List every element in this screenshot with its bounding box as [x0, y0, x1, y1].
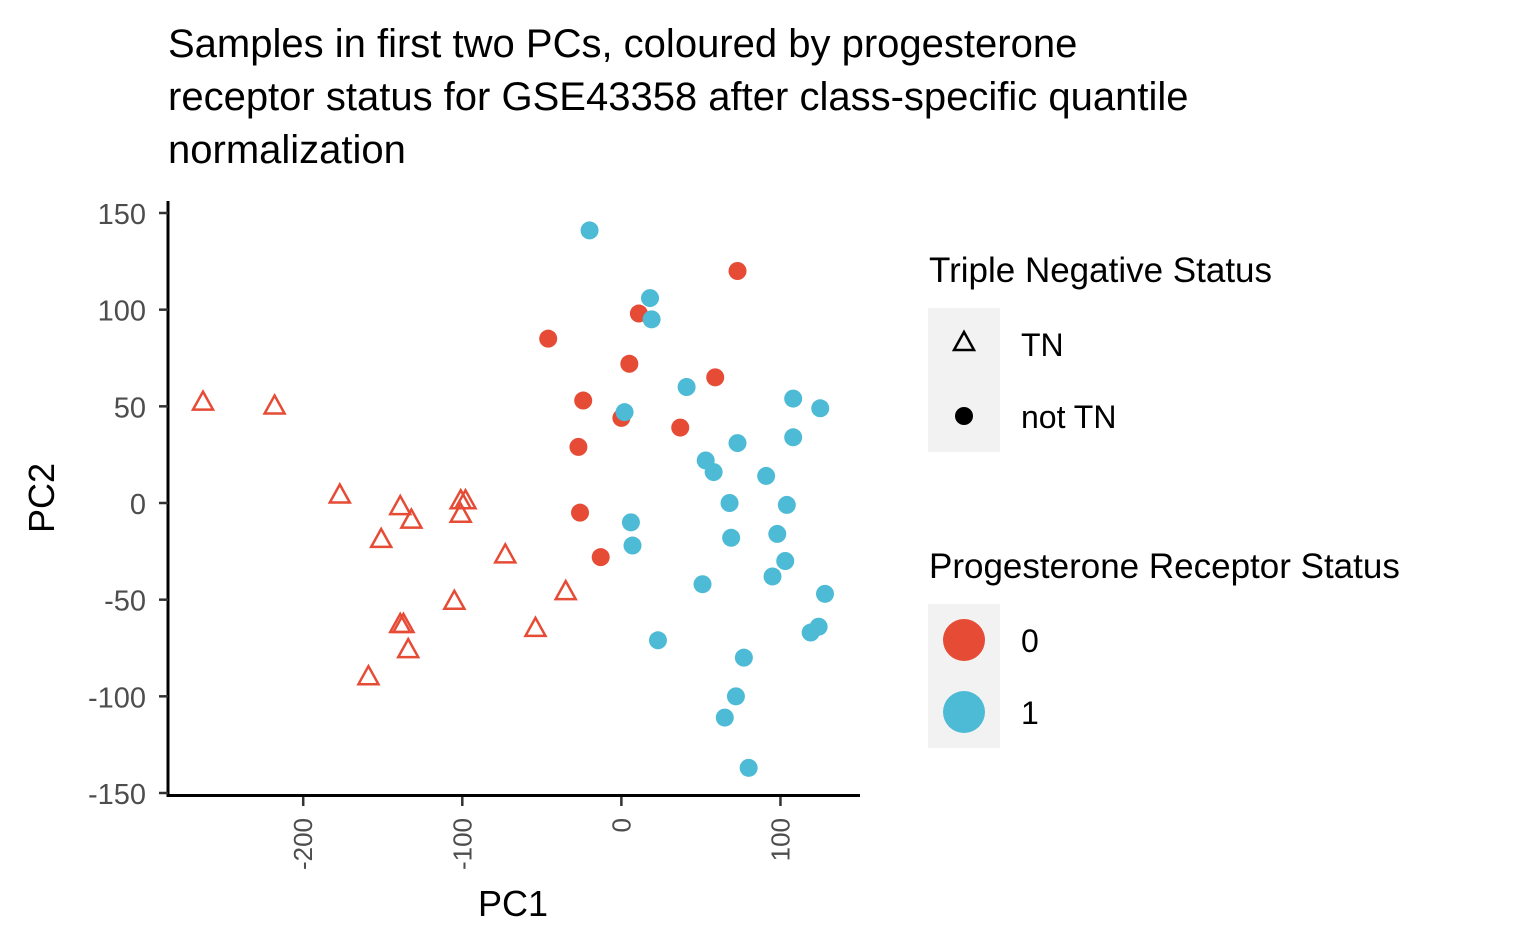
point-not-tn-pr0: [569, 437, 588, 456]
legend-triangle-key: [951, 329, 977, 352]
point-tn-pr0: [327, 481, 352, 504]
y-tick-label: -50: [104, 586, 146, 618]
point-tn-pr0: [262, 392, 287, 415]
point-not-tn-pr0: [591, 548, 610, 567]
x-tick-label: 100: [765, 818, 795, 861]
point-tn-pr0: [396, 636, 421, 659]
legend-color-title: Progesterone Receptor Status: [929, 547, 1400, 586]
point-not-tn-pr0: [539, 329, 558, 348]
y-axis-label: PC2: [21, 463, 62, 533]
point-not-tn-pr1: [621, 513, 640, 532]
point-not-tn-pr1: [704, 463, 723, 482]
point-tn-pr0: [388, 493, 413, 516]
x-tick-label: 0: [606, 818, 636, 832]
point-not-tn-pr1: [763, 567, 782, 586]
point-not-tn-pr1: [726, 687, 745, 706]
y-ticks-layer: 150 100 50 0 -50 -100 -150: [88, 199, 168, 811]
y-tick-label: 150: [98, 199, 146, 231]
point-not-tn-pr1: [811, 399, 830, 418]
point-not-tn-pr1: [739, 758, 758, 777]
legend-shape-label-not-tn: not TN: [1021, 399, 1116, 435]
legend-color-key-1: [943, 691, 985, 733]
point-tn-pr0: [356, 663, 381, 686]
point-not-tn-pr1: [784, 389, 803, 408]
y-tick-label: 100: [98, 296, 146, 328]
point-not-tn-pr0: [671, 418, 690, 437]
point-not-tn-pr1: [776, 552, 795, 570]
y-tick-label: 50: [114, 392, 146, 424]
legend-color-label-0: 0: [1021, 623, 1039, 659]
point-tn-pr0: [190, 389, 216, 411]
legend-shape-title: Triple Negative Status: [929, 251, 1272, 290]
points-layer: [190, 221, 835, 777]
point-not-tn-pr1: [623, 536, 642, 555]
chart-title-line-1: Samples in first two PCs, coloured by pr…: [168, 22, 1077, 66]
point-not-tn-pr1: [693, 575, 712, 594]
point-not-tn-pr1: [641, 289, 660, 308]
point-not-tn-pr1: [728, 434, 747, 453]
point-not-tn-pr1: [642, 310, 661, 329]
point-not-tn-pr1: [580, 221, 599, 240]
point-not-tn-pr1: [722, 528, 741, 547]
point-not-tn-pr1: [734, 648, 753, 667]
legend-shape: Triple Negative Status TN not TN: [928, 251, 1272, 452]
legend-color-key-0: [943, 619, 985, 661]
x-ticks-layer: -200 -100 0 100: [288, 797, 795, 870]
point-not-tn-pr1: [757, 466, 776, 485]
point-not-tn-pr1: [809, 617, 828, 636]
point-tn-pr0: [493, 541, 518, 564]
point-not-tn-pr1: [615, 403, 634, 422]
point-not-tn-pr0: [571, 503, 590, 522]
chart-title: Samples in first two PCs, coloured by pr…: [168, 22, 1189, 172]
x-tick-label: -200: [288, 818, 318, 870]
point-not-tn-pr1: [715, 708, 734, 727]
legend-color-label-1: 1: [1021, 695, 1039, 731]
y-tick-label: 0: [130, 489, 146, 521]
chart-title-line-2: receptor status for GSE43358 after class…: [168, 75, 1189, 119]
y-tick-label: -150: [88, 779, 146, 811]
point-not-tn-pr0: [574, 391, 593, 410]
legend-shape-label-tn: TN: [1021, 327, 1064, 363]
point-not-tn-pr1: [720, 494, 739, 512]
point-not-tn-pr0: [706, 368, 725, 387]
point-tn-pr0: [399, 507, 424, 529]
y-tick-label: -100: [88, 682, 146, 714]
legend-circle-key: [955, 407, 973, 425]
point-not-tn-pr1: [677, 378, 696, 396]
point-tn-pr0: [369, 526, 394, 549]
point-not-tn-pr1: [784, 428, 803, 447]
point-not-tn-pr1: [777, 495, 796, 514]
x-tick-label: -100: [447, 818, 477, 870]
point-tn-pr0: [448, 501, 473, 524]
legend-color: Progesterone Receptor Status 0 1: [928, 547, 1400, 748]
x-axis-label: PC1: [478, 883, 548, 924]
chart-title-line-3: normalization: [168, 128, 406, 172]
point-not-tn-pr1: [816, 584, 835, 603]
point-tn-pr0: [442, 588, 467, 611]
point-tn-pr0: [453, 487, 478, 510]
point-tn-pr0: [523, 615, 548, 638]
point-tn-pr0: [553, 578, 578, 601]
point-not-tn-pr1: [648, 631, 667, 650]
point-not-tn-pr1: [768, 524, 787, 543]
point-not-tn-pr0: [728, 262, 747, 280]
point-not-tn-pr0: [620, 354, 639, 373]
point-tn-pr0: [391, 611, 416, 634]
